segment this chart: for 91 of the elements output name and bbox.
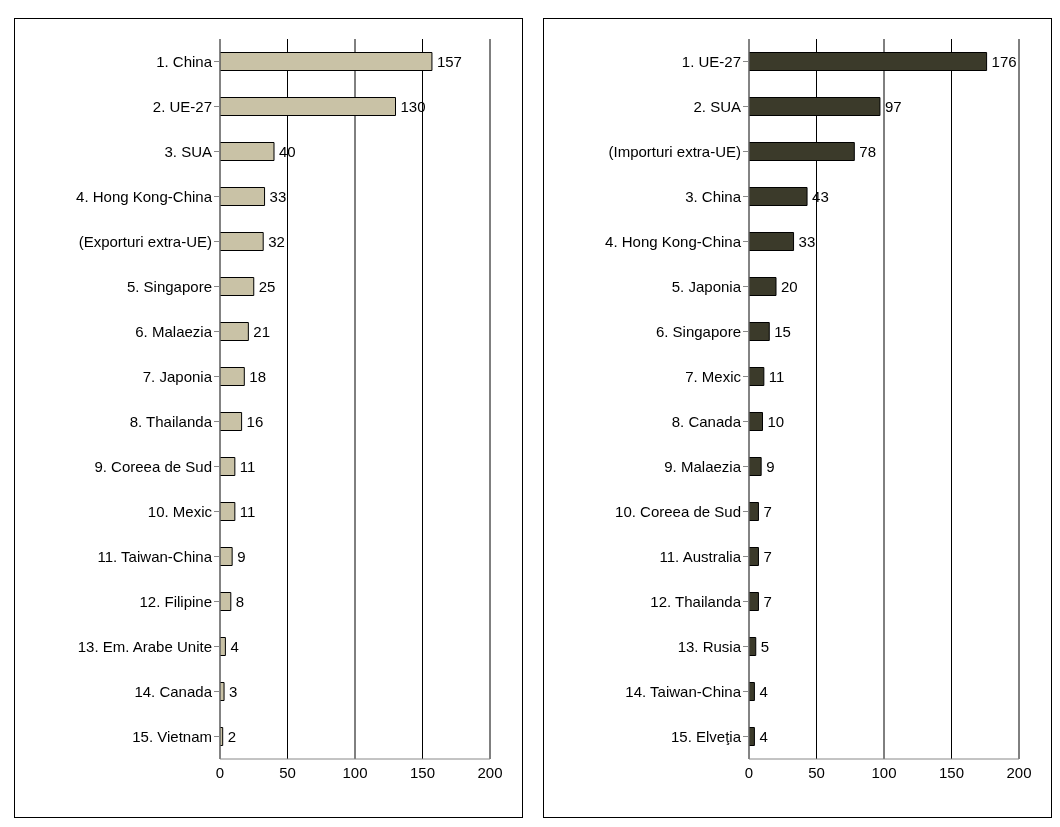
data-label: 3	[229, 682, 238, 700]
data-label: 9	[766, 457, 775, 475]
data-label: 176	[991, 52, 1017, 70]
y-tick-label: 14. Canada	[134, 682, 213, 700]
data-label: 157	[436, 52, 462, 70]
x-tick-label: 100	[342, 763, 368, 781]
bar	[749, 592, 759, 611]
y-tick-label: 6. Malaezia	[135, 322, 213, 340]
data-label: 33	[269, 187, 287, 205]
y-tick-label: 10. Coreea de Sud	[615, 502, 741, 520]
bar	[220, 277, 255, 296]
y-tick-label: 15. Vietnam	[132, 727, 212, 745]
y-tick-label: 13. Rusia	[677, 637, 742, 655]
y-tick-label: 2. SUA	[693, 97, 741, 115]
y-tick-label: 5. Singapore	[126, 277, 212, 295]
bar	[220, 502, 236, 521]
y-tick-label: 1. UE-27	[681, 52, 741, 70]
y-tick-label: 8. Thailanda	[129, 412, 213, 430]
data-label: 11	[768, 367, 785, 385]
data-label: 7	[763, 502, 772, 520]
data-label: 4	[759, 727, 768, 745]
y-tick-label: 9. Coreea de Sud	[94, 457, 212, 475]
y-tick-label: 5. Japonia	[671, 277, 742, 295]
bar	[749, 412, 763, 431]
bar	[749, 232, 795, 251]
data-label: 9	[237, 547, 246, 565]
y-tick-label: 6. Singapore	[655, 322, 741, 340]
y-tick-label: 2. UE-27	[152, 97, 212, 115]
data-label: 5	[760, 637, 770, 655]
data-label: 4	[759, 682, 768, 700]
data-label: 7	[763, 547, 772, 565]
x-tick-label: 150	[409, 763, 436, 781]
bar	[220, 457, 236, 476]
y-tick-label: 15. Elveţia	[670, 727, 742, 745]
y-tick-label: 7. Mexic	[685, 367, 742, 385]
data-label: 4	[230, 637, 239, 655]
bar	[749, 547, 759, 566]
y-tick-label: 11. Taiwan-China	[97, 547, 213, 565]
data-label: 32	[268, 232, 285, 250]
y-tick-label: 12. Filipine	[139, 592, 212, 610]
data-label: 18	[249, 367, 266, 385]
y-tick-label: 10. Mexic	[147, 502, 213, 520]
y-tick-label: 4. Hong Kong-China	[76, 187, 213, 205]
bar	[220, 187, 266, 206]
x-tick-label: 50	[808, 763, 825, 781]
bar	[220, 412, 243, 431]
y-tick-label: 11. Australia	[659, 547, 742, 565]
bar	[749, 367, 765, 386]
data-label: 11	[239, 457, 256, 475]
x-tick-label: 100	[871, 763, 897, 781]
y-tick-label: 8. Canada	[671, 412, 742, 430]
bar	[749, 322, 770, 341]
bar	[749, 277, 777, 296]
bar	[220, 142, 275, 161]
y-tick-label: (Importuri extra-UE)	[608, 142, 741, 160]
bar	[749, 457, 762, 476]
x-tick-label: 150	[938, 763, 965, 781]
y-tick-label: (Exporturi extra-UE)	[78, 232, 212, 250]
x-tick-label: 50	[279, 763, 296, 781]
y-tick-label: 3. SUA	[164, 142, 212, 160]
data-label: 78	[859, 142, 876, 160]
y-tick-label: 14. Taiwan-China	[625, 682, 742, 700]
y-tick-label: 7. Japonia	[142, 367, 213, 385]
bar	[220, 322, 249, 341]
y-tick-label: 1. China	[156, 52, 213, 70]
data-label: 16	[246, 412, 264, 430]
data-label: 97	[884, 97, 902, 115]
bar	[749, 187, 808, 206]
data-label: 8	[235, 592, 245, 610]
y-tick-label: 13. Em. Arabe Unite	[77, 637, 212, 655]
data-label: 25	[258, 277, 276, 295]
data-label: 2	[227, 727, 237, 745]
bar	[220, 367, 245, 386]
y-tick-label: 4. Hong Kong-China	[605, 232, 742, 250]
data-label: 20	[781, 277, 798, 295]
data-label: 15	[774, 322, 791, 340]
x-tick-label: 200	[1006, 763, 1032, 781]
x-tick-label: 0	[215, 763, 225, 781]
data-label: 7	[763, 592, 772, 610]
data-label: 11	[239, 502, 256, 520]
bar	[220, 232, 264, 251]
y-tick-label: 9. Malaezia	[664, 457, 742, 475]
data-label: 33	[798, 232, 816, 250]
data-label: 21	[253, 322, 271, 340]
x-tick-label: 0	[744, 763, 754, 781]
y-tick-label: 3. China	[685, 187, 742, 205]
bar	[749, 502, 759, 521]
bar	[220, 547, 233, 566]
x-tick-label: 200	[477, 763, 503, 781]
y-tick-label: 12. Thailanda	[650, 592, 742, 610]
data-label: 10	[767, 412, 785, 430]
